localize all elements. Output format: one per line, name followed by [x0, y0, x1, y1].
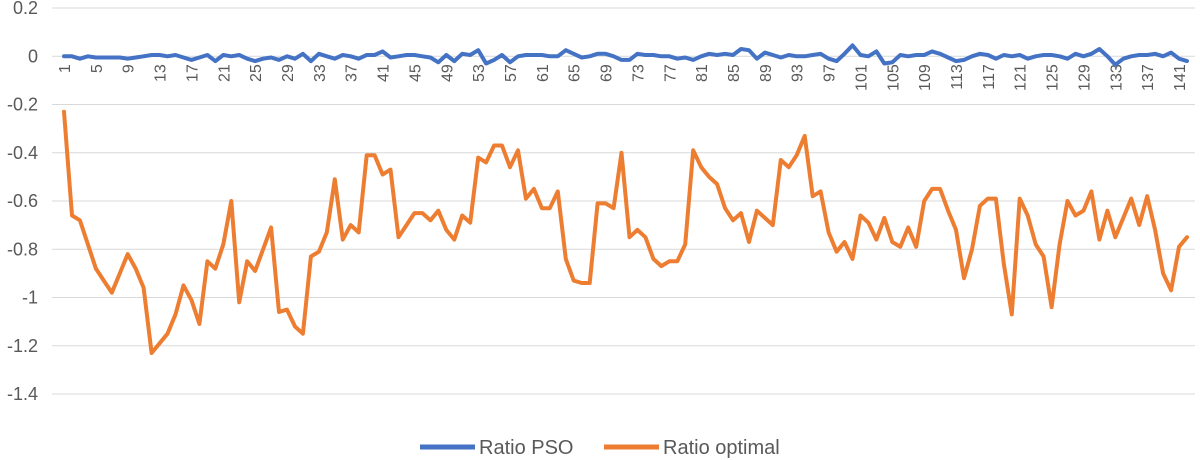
legend: Ratio PSO Ratio optimal: [420, 437, 780, 459]
x-tick-label: 117: [981, 64, 998, 90]
x-tick-label: 129: [1076, 64, 1093, 91]
x-tick-label: 37: [344, 64, 361, 82]
x-tick-label: 41: [376, 64, 393, 82]
x-tick-label: 25: [248, 64, 265, 82]
y-tick-label: 0: [28, 46, 38, 66]
x-tick-label: 17: [184, 64, 201, 82]
x-tick-label: 45: [407, 64, 424, 82]
x-tick-label: 85: [726, 64, 743, 82]
x-tick-label: 133: [1108, 64, 1125, 91]
x-tick-label: 81: [694, 64, 711, 82]
y-tick-label: -0.8: [7, 239, 38, 259]
y-tick-label: -1: [22, 288, 38, 308]
y-tick-label: -0.2: [7, 95, 38, 115]
series-lines: [62, 43, 1189, 355]
x-tick-label: 77: [662, 64, 679, 82]
x-tick-label: 113: [949, 64, 966, 90]
x-tick-label: 109: [917, 64, 934, 91]
y-axis-tick-labels: 0.2 0 -0.2 -0.4 -0.6 -0.8 -1 -1.2 -1.4: [7, 0, 38, 404]
series-line-ratio-optimal: [62, 109, 1189, 355]
x-tick-label: 69: [599, 64, 616, 82]
legend-label-ratio-optimal: Ratio optimal: [663, 437, 780, 459]
x-tick-label: 101: [853, 64, 870, 91]
x-tick-label: 53: [471, 64, 488, 82]
x-tick-label: 49: [439, 64, 456, 82]
y-tick-label: -1.2: [7, 336, 38, 356]
x-tick-label: 29: [280, 64, 297, 82]
y-tick-label: -0.6: [7, 191, 38, 211]
x-tick-label: 13: [153, 64, 170, 82]
x-tick-label: 105: [885, 64, 902, 91]
series-line-ratio-pso: [62, 43, 1189, 67]
y-tick-label: 0.2: [13, 0, 38, 18]
x-tick-label: 141: [1172, 64, 1189, 91]
x-tick-label: 9: [121, 64, 138, 73]
x-tick-label: 57: [503, 64, 520, 82]
x-tick-label: 65: [567, 64, 584, 82]
x-tick-label: 125: [1045, 64, 1062, 91]
legend-label-ratio-pso: Ratio PSO: [479, 437, 573, 459]
x-tick-label: 1: [57, 64, 74, 73]
x-tick-label: 33: [312, 64, 329, 82]
x-tick-label: 121: [1013, 64, 1030, 91]
x-axis-tick-labels: 1 5 9 13 17 21 25 29 33 37 41 45 49 53 57 61 65 69 73 77 81 8…: [57, 64, 1189, 91]
x-tick-label: 21: [216, 64, 233, 82]
x-tick-label: 89: [758, 64, 775, 82]
x-tick-label: 137: [1140, 64, 1157, 91]
y-tick-label: -1.4: [7, 384, 38, 404]
x-tick-label: 61: [535, 64, 552, 82]
y-tick-label: -0.4: [7, 143, 38, 163]
x-tick-label: 5: [89, 64, 106, 73]
x-tick-label: 73: [630, 64, 647, 82]
x-tick-label: 93: [790, 64, 807, 82]
x-tick-label: 97: [822, 64, 839, 82]
